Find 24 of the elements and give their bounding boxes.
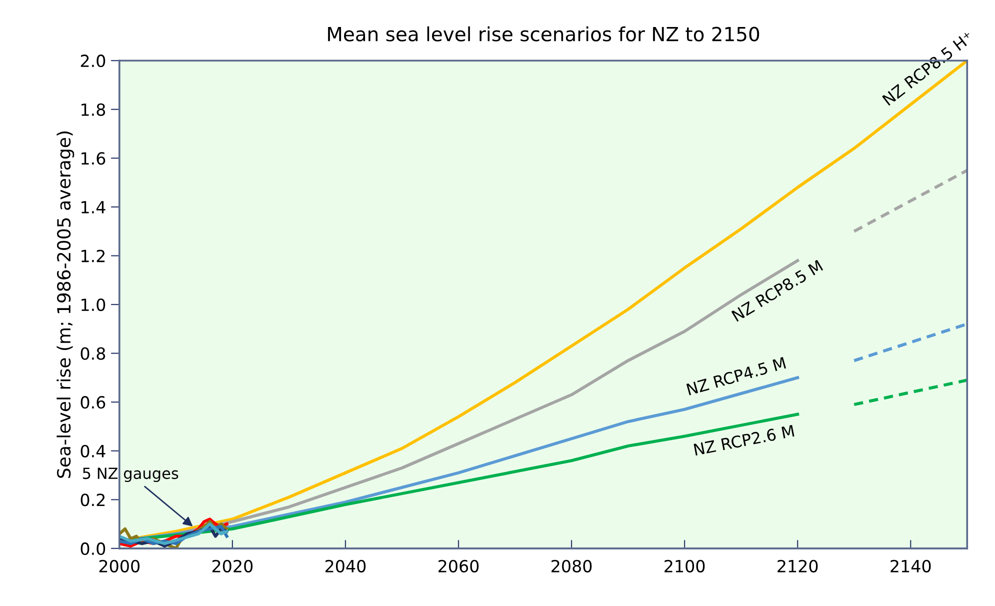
y-tick-label: 1.4 (82, 201, 106, 214)
y-tick-label: 0.6 (80, 396, 106, 409)
x-tick-label: 2120 (778, 560, 818, 572)
x-tick-label: 2020 (212, 560, 253, 572)
y-tick-label: 1.8 (82, 103, 106, 116)
y-tick-label: 1.6 (82, 152, 106, 165)
y-axis-title: Sea-level rise (m; 1986-2005 average) (56, 132, 74, 478)
x-tick-label: 2060 (438, 560, 479, 572)
x-tick-label: 2000 (99, 560, 140, 572)
x-tick-label: 2140 (890, 560, 931, 572)
y-tick-label: 0.0 (80, 542, 106, 555)
text: NZ RCP4.5 M (686, 356, 786, 396)
y-tick-label: 0.4 (80, 444, 106, 458)
y-tick-label: 1.2 (82, 250, 105, 262)
y-tick-label: 0.2 (80, 494, 105, 506)
chart-title: Mean sea level rise scenarios for NZ to 2150 (328, 26, 760, 42)
text: NZ RCP2.6 M (694, 424, 794, 456)
y-tick-label: 1.0 (82, 298, 106, 312)
x-tick-label: 2040 (325, 560, 366, 572)
x-tick-label: 2100 (664, 560, 705, 572)
y-tick-label: 0.8 (80, 347, 106, 360)
x-tick-label: 2080 (552, 560, 592, 572)
annotation: 5 NZ gauges (82, 468, 178, 482)
y-tick-label: 2.0 (80, 54, 106, 68)
